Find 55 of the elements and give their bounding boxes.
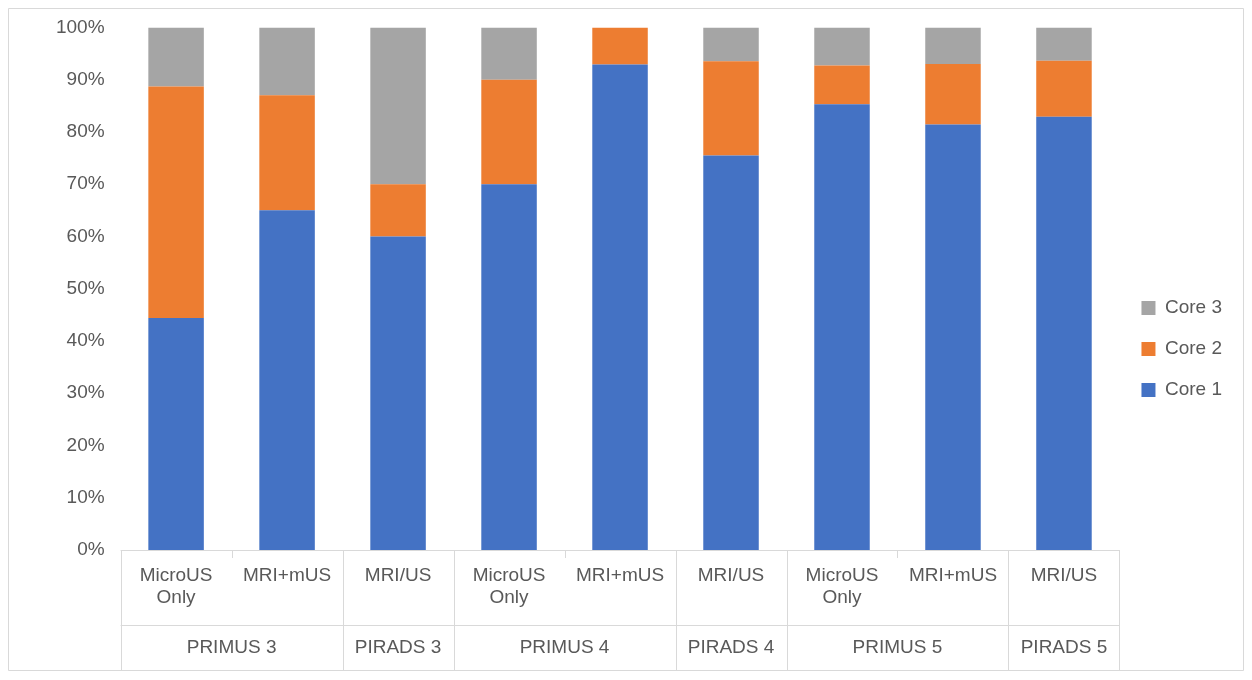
- bar: [370, 184, 426, 237]
- bar: [592, 27, 648, 65]
- text: PRIMUS 5: [852, 635, 943, 657]
- y-tick-label: 40%: [66, 329, 105, 351]
- bar: [1036, 60, 1092, 117]
- x-tick-label: MRI/US: [364, 563, 432, 585]
- y-tick-label: 60%: [66, 224, 105, 246]
- bar: [481, 79, 537, 185]
- bar: [703, 27, 759, 62]
- y-tick-label: 50%: [66, 276, 105, 298]
- bar: [592, 64, 648, 550]
- bar: [481, 27, 537, 80]
- legend-label: Core 3: [1164, 296, 1222, 318]
- text: PIRADS 3: [354, 635, 442, 657]
- text: PIRADS 4: [687, 635, 775, 657]
- bar: [814, 104, 870, 550]
- bar: [925, 27, 981, 64]
- bar: [148, 27, 204, 87]
- bar: [370, 27, 426, 185]
- bar: [148, 317, 204, 550]
- x-tick-label: MicroUS Only: [139, 563, 213, 608]
- y-tick-label: 70%: [66, 172, 105, 194]
- text: PRIMUS 4: [519, 635, 610, 657]
- x-tick-label: MRI/US: [1030, 563, 1098, 585]
- text: PRIMUS 3: [186, 635, 277, 657]
- x-tick-label: MicroUS Only: [805, 563, 879, 608]
- bar: [1036, 116, 1092, 550]
- bar: [925, 63, 981, 125]
- y-tick-label: 0%: [77, 538, 105, 560]
- x-tick-label: MicroUS Only: [472, 563, 546, 608]
- text: PIRADS 5: [1020, 635, 1108, 657]
- bar: [370, 236, 426, 550]
- y-tick-label: 10%: [66, 485, 105, 507]
- y-tick-label: 20%: [66, 433, 105, 455]
- y-tick-label: 100%: [55, 15, 105, 37]
- legend-label: Core 2: [1164, 337, 1222, 359]
- bar: [148, 86, 204, 318]
- y-tick-label: 80%: [66, 120, 105, 142]
- bar: [814, 27, 870, 66]
- bar: [814, 65, 870, 105]
- x-tick-label: MRI/US: [697, 563, 765, 585]
- bar: [481, 184, 537, 550]
- bar: [259, 210, 315, 550]
- y-tick-label: 30%: [66, 381, 105, 403]
- bar: [925, 124, 981, 550]
- legend-label: Core 1: [1164, 378, 1222, 400]
- bar: [259, 95, 315, 211]
- x-tick-label: MRI+mUS: [908, 563, 998, 585]
- bar: [703, 155, 759, 550]
- bar: [1036, 27, 1092, 61]
- bar: [703, 61, 759, 156]
- x-tick-label: MRI+mUS: [575, 563, 665, 585]
- bar: [259, 27, 315, 96]
- x-tick-label: MRI+mUS: [243, 563, 332, 585]
- y-tick-label: 90%: [66, 67, 105, 89]
